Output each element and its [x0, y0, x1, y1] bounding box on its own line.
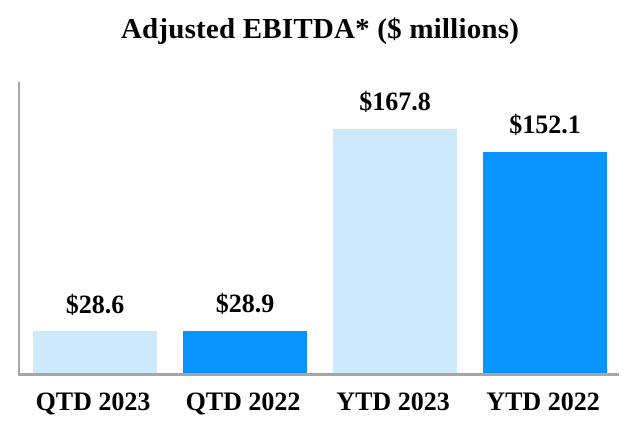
bar-qtd-2023	[33, 331, 157, 373]
chart-title: Adjusted EBITDA* ($ millions)	[120, 13, 520, 45]
bar-value-label-ytd-2023: $167.8	[359, 87, 431, 117]
bar-column-ytd-2023: $167.8	[333, 82, 457, 373]
bar-column-ytd-2022: $152.1	[483, 82, 607, 373]
plot-area: $28.6 $28.9 $167.8 $152.1	[18, 82, 619, 376]
bar-ytd-2023	[333, 128, 457, 373]
x-axis-label-qtd-2023: QTD 2023	[35, 387, 151, 416]
bar-column-qtd-2023: $28.6	[33, 82, 157, 373]
bar-value-label-ytd-2022: $152.1	[509, 110, 581, 140]
x-axis-label-qtd-2022: QTD 2022	[185, 387, 301, 416]
x-axis-labels: QTD 2023 QTD 2022 YTD 2023 YTD 2022	[18, 387, 619, 417]
x-axis-label-ytd-2023: YTD 2023	[336, 387, 450, 416]
bar-column-qtd-2022: $28.9	[183, 82, 307, 373]
bar-qtd-2022	[183, 330, 307, 373]
bar-ytd-2022	[483, 151, 607, 373]
x-axis-label-ytd-2022: YTD 2022	[486, 387, 600, 416]
bar-value-label-qtd-2022: $28.9	[215, 289, 275, 319]
bar-value-label-qtd-2023: $28.6	[65, 289, 125, 319]
